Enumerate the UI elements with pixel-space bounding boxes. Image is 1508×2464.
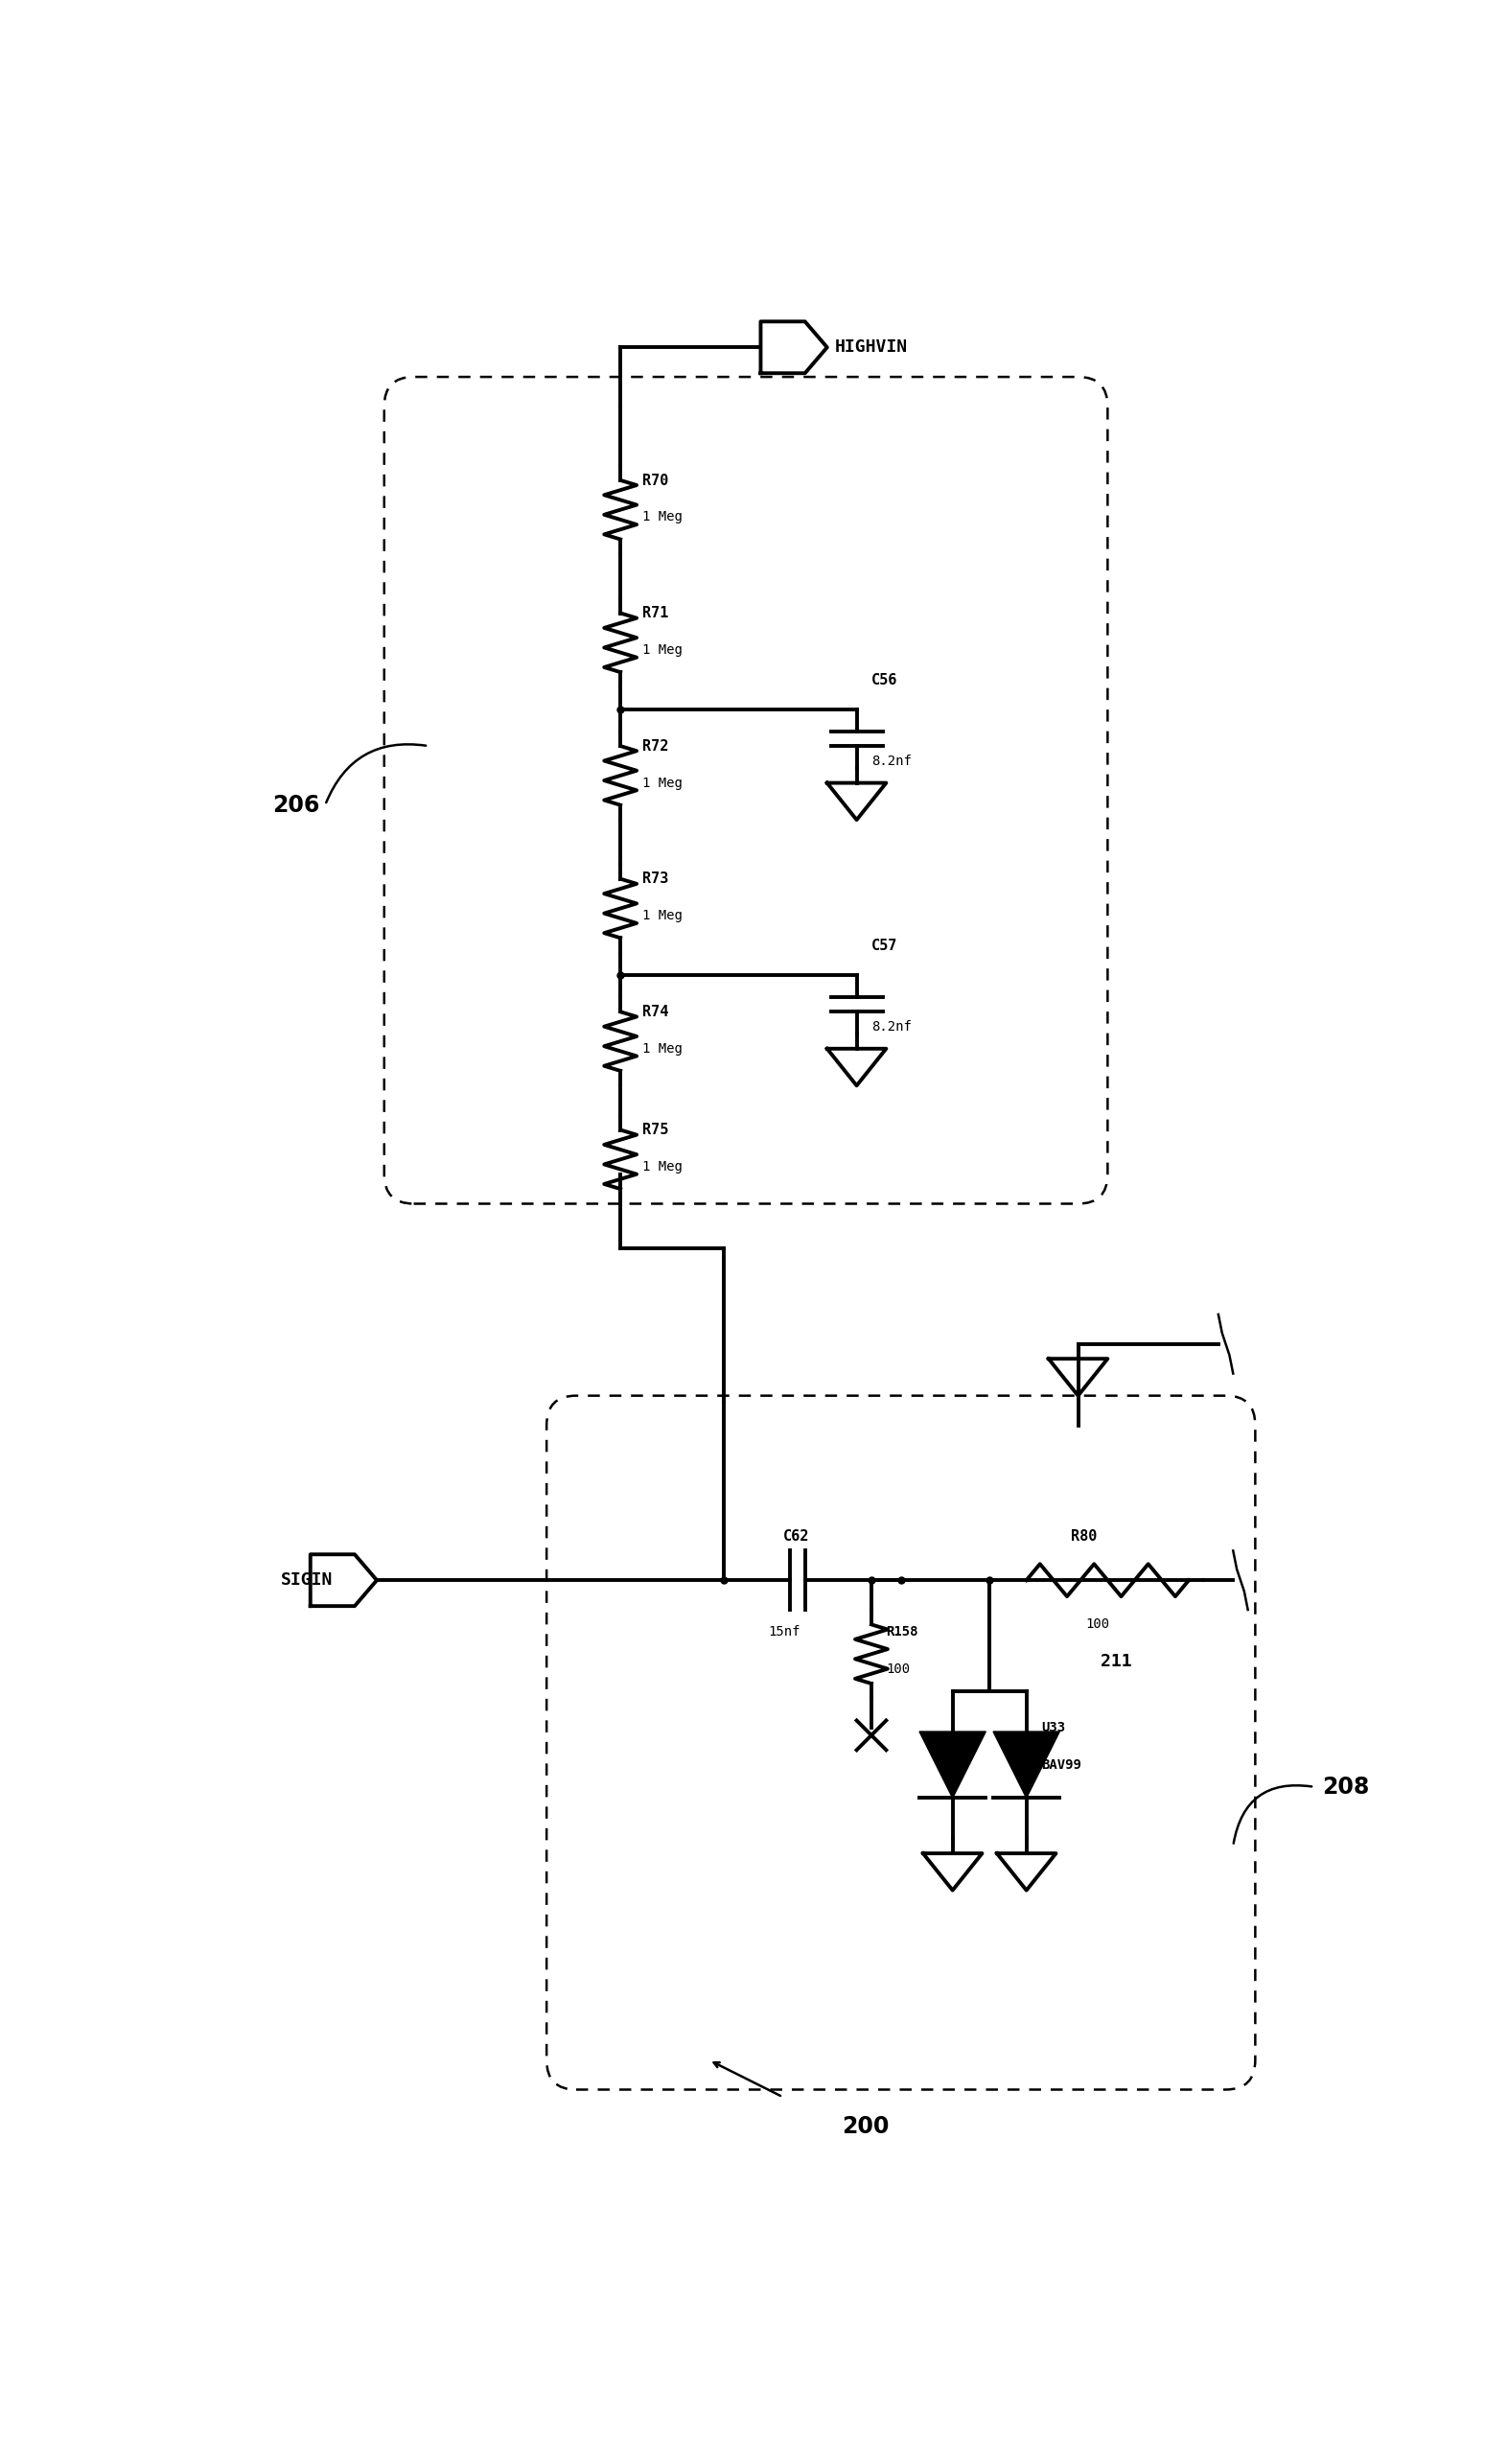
Text: R73: R73: [642, 872, 670, 887]
Text: U33: U33: [1041, 1722, 1065, 1735]
Text: C62: C62: [783, 1530, 810, 1542]
Text: R70: R70: [642, 473, 670, 488]
Text: R158: R158: [887, 1626, 918, 1639]
Text: R74: R74: [642, 1005, 670, 1020]
Text: C56: C56: [872, 673, 897, 687]
Text: SIGIN: SIGIN: [280, 1572, 333, 1589]
Text: 1 Meg: 1 Meg: [642, 776, 683, 788]
Polygon shape: [994, 1732, 1060, 1799]
Text: R80: R80: [1071, 1530, 1096, 1542]
Text: 100: 100: [1086, 1619, 1110, 1631]
Text: 1 Meg: 1 Meg: [642, 643, 683, 658]
Text: 100: 100: [887, 1663, 911, 1676]
Text: 8.2nf: 8.2nf: [872, 754, 911, 766]
Text: C57: C57: [872, 939, 897, 954]
Text: 15nf: 15nf: [768, 1626, 801, 1639]
Text: R72: R72: [642, 739, 670, 754]
Text: 8.2nf: 8.2nf: [872, 1020, 911, 1032]
Text: 211: 211: [1101, 1653, 1131, 1671]
Text: 1 Meg: 1 Meg: [642, 1161, 683, 1173]
Text: 208: 208: [1321, 1777, 1369, 1799]
Text: 200: 200: [841, 2114, 890, 2139]
Text: 206: 206: [271, 793, 320, 816]
Polygon shape: [920, 1732, 986, 1799]
Text: BAV99: BAV99: [1041, 1759, 1081, 1772]
Text: 1 Meg: 1 Meg: [642, 510, 683, 525]
Text: HIGHVIN: HIGHVIN: [834, 338, 908, 355]
Text: 1 Meg: 1 Meg: [642, 1042, 683, 1055]
Text: R71: R71: [642, 606, 670, 621]
Text: 1 Meg: 1 Meg: [642, 909, 683, 922]
Text: R75: R75: [642, 1124, 670, 1138]
